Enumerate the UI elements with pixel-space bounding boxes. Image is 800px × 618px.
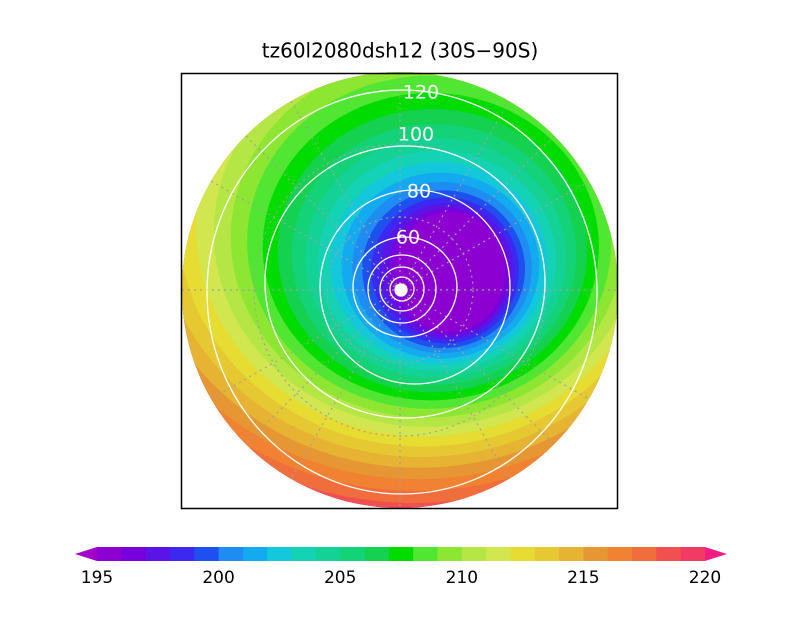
colorbar-segment xyxy=(680,547,706,561)
colorbar-segment xyxy=(242,547,268,561)
colorbar-segment xyxy=(194,547,220,561)
contour-label: 120 xyxy=(403,82,439,104)
colorbar-arrow xyxy=(705,547,727,561)
colorbar: 195 200 205 210 215 220 xyxy=(75,547,727,588)
colorbar-segment xyxy=(656,547,682,561)
colorbar-segment xyxy=(97,547,122,561)
colorbar-segment xyxy=(510,547,536,561)
plot-title: tz60l2080dsh12 (30S−90S) xyxy=(262,39,539,63)
map-fill xyxy=(182,72,618,508)
contour-label: 100 xyxy=(398,124,434,146)
contour-label: 60 xyxy=(396,227,420,249)
contour-label: 80 xyxy=(407,181,431,203)
colorbar-tick-label: 200 xyxy=(202,568,234,588)
colorbar-segment xyxy=(218,547,244,561)
colorbar-segment xyxy=(364,547,390,561)
colorbar-segment xyxy=(169,547,195,561)
colorbar-tick-label: 220 xyxy=(689,568,721,588)
colorbar-segment xyxy=(607,547,633,561)
colorbar-segment xyxy=(145,547,171,561)
colorbar-segment xyxy=(632,547,657,561)
band xyxy=(395,212,505,332)
colorbar-tick-label: 215 xyxy=(567,568,599,588)
colorbar-tick-label: 195 xyxy=(81,568,113,588)
colorbar-segment xyxy=(461,547,487,561)
colorbar-segment xyxy=(583,547,609,561)
colorbar-tick-label: 210 xyxy=(446,568,478,588)
colorbar-arrow xyxy=(75,547,97,561)
colorbar-segment xyxy=(388,547,414,561)
colorbar-segment xyxy=(340,547,366,561)
colorbar-segment xyxy=(413,547,438,561)
colorbar-tick-label: 205 xyxy=(324,568,356,588)
colorbar-segment xyxy=(486,547,511,561)
contour-labels: 120 100 80 60 xyxy=(396,82,439,249)
colorbar-segment xyxy=(534,547,560,561)
contour-lines xyxy=(206,89,598,495)
colorbar-segment xyxy=(291,547,317,561)
colorbar-segment xyxy=(315,547,341,561)
map-frame xyxy=(180,72,619,510)
colorbar-segment xyxy=(267,547,293,561)
colorbar-segment xyxy=(559,547,584,561)
colorbar-segment xyxy=(437,547,463,561)
colorbar-segment xyxy=(121,547,147,561)
